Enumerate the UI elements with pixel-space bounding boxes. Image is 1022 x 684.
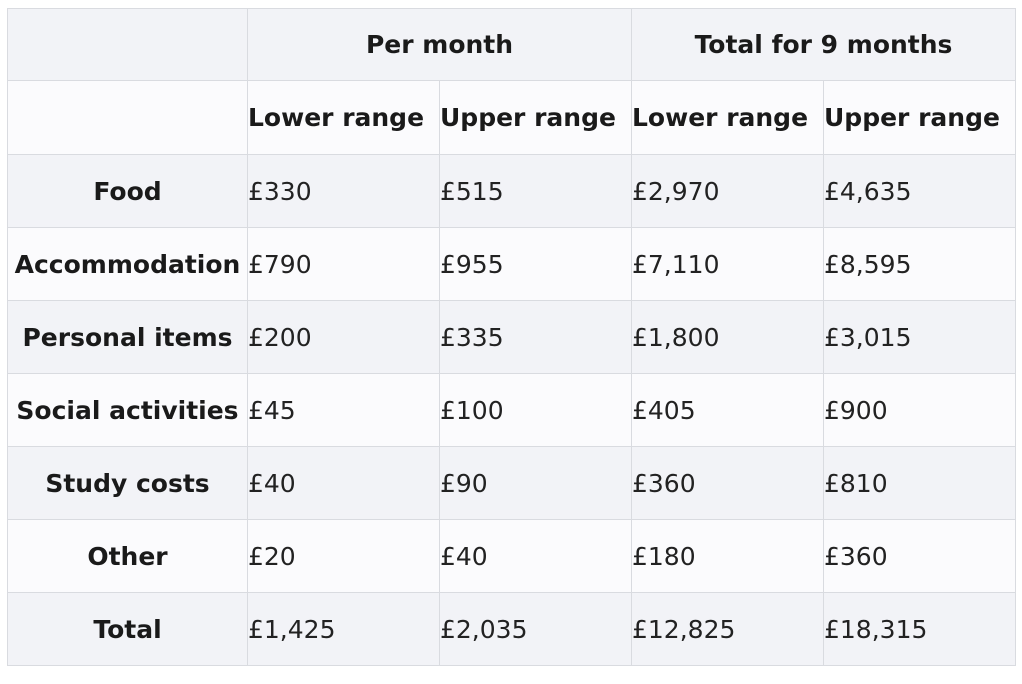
group-header-per-month: Per month — [247, 8, 632, 81]
table-cell: £40 — [439, 519, 632, 593]
table-cell: £330 — [247, 154, 440, 228]
table-row: Total £1,425 £2,035 £12,825 £18,315 — [7, 592, 1016, 666]
group-header-row: Per month Total for 9 months — [7, 8, 1016, 81]
table-cell: £790 — [247, 227, 440, 301]
table-cell: £2,970 — [631, 154, 824, 228]
sub-header-upper-range: Upper range — [823, 80, 1016, 155]
table-cell: £3,015 — [823, 300, 1016, 374]
table-cell: £4,635 — [823, 154, 1016, 228]
table-cell: £200 — [247, 300, 440, 374]
row-label: Food — [7, 154, 248, 228]
sub-header-lower-range: Lower range — [631, 80, 824, 155]
table-cell: £515 — [439, 154, 632, 228]
table-cell: £1,425 — [247, 592, 440, 666]
sub-header-lower-range: Lower range — [247, 80, 440, 155]
table-row: Other £20 £40 £180 £360 — [7, 519, 1016, 593]
table-cell: £90 — [439, 446, 632, 520]
table-cell: £7,110 — [631, 227, 824, 301]
table-cell: £1,800 — [631, 300, 824, 374]
corner-cell — [7, 8, 248, 81]
row-label: Total — [7, 592, 248, 666]
table-cell: £12,825 — [631, 592, 824, 666]
table-cell: £360 — [631, 446, 824, 520]
table-cell: £2,035 — [439, 592, 632, 666]
row-label: Social activities — [7, 373, 248, 447]
table-row: Food £330 £515 £2,970 £4,635 — [7, 154, 1016, 228]
row-label: Accommodation — [7, 227, 248, 301]
table-cell: £18,315 — [823, 592, 1016, 666]
table-cell: £20 — [247, 519, 440, 593]
sub-header-upper-range: Upper range — [439, 80, 632, 155]
table-cell: £335 — [439, 300, 632, 374]
table-row: Personal items £200 £335 £1,800 £3,015 — [7, 300, 1016, 374]
cost-table: Per month Total for 9 months Lower range… — [7, 8, 1016, 666]
sub-header-row: Lower range Upper range Lower range Uppe… — [7, 80, 1016, 155]
row-label: Study costs — [7, 446, 248, 520]
row-label: Other — [7, 519, 248, 593]
group-header-total-9-months: Total for 9 months — [631, 8, 1016, 81]
table-cell: £360 — [823, 519, 1016, 593]
table-cell: £8,595 — [823, 227, 1016, 301]
sub-header-blank — [7, 80, 248, 155]
table-cell: £405 — [631, 373, 824, 447]
table-cell: £100 — [439, 373, 632, 447]
table-cell: £900 — [823, 373, 1016, 447]
table-row: Social activities £45 £100 £405 £900 — [7, 373, 1016, 447]
table-cell: £45 — [247, 373, 440, 447]
row-label: Personal items — [7, 300, 248, 374]
table-cell: £810 — [823, 446, 1016, 520]
table-row: Study costs £40 £90 £360 £810 — [7, 446, 1016, 520]
table-cell: £955 — [439, 227, 632, 301]
table-body: Food £330 £515 £2,970 £4,635 Accommodation £79… — [7, 154, 1016, 666]
table-row: Accommodation £790 £955 £7,110 £8,595 — [7, 227, 1016, 301]
table-cell: £40 — [247, 446, 440, 520]
table-cell: £180 — [631, 519, 824, 593]
